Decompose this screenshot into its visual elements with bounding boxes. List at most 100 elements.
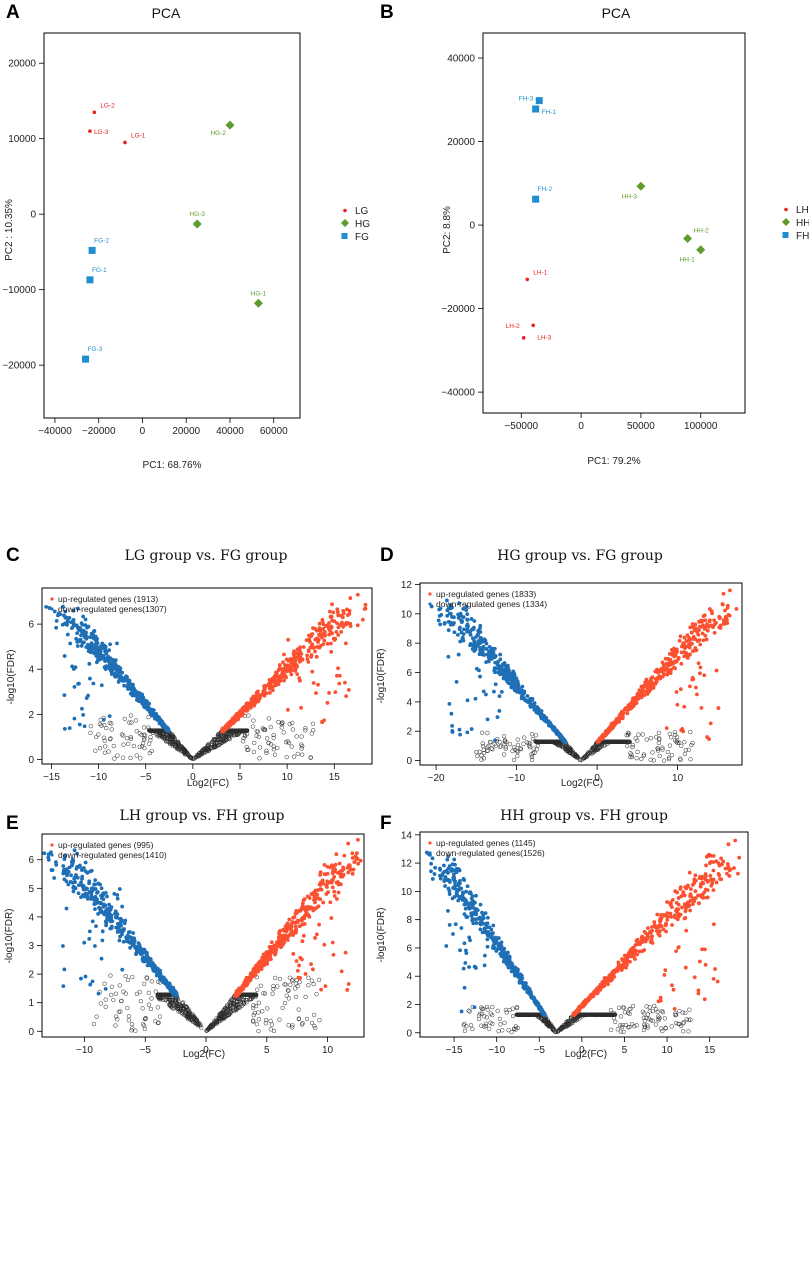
point-lg-2 — [92, 110, 97, 115]
gene-point-up — [308, 645, 313, 650]
gene-point-ns — [273, 975, 278, 981]
gene-point-ns — [635, 749, 640, 755]
gene-point-ns — [126, 1018, 131, 1023]
gene-point-down — [54, 618, 59, 623]
gene-point-down — [492, 689, 496, 694]
gene-point-down — [79, 976, 83, 981]
gene-point-down — [65, 618, 70, 623]
gene-point-up — [300, 901, 305, 906]
x-tick-label: 50000 — [627, 421, 655, 432]
legend-marker — [50, 843, 54, 847]
gene-point-down — [520, 693, 525, 697]
gene-point-up — [637, 688, 642, 693]
gene-point-down — [94, 654, 99, 658]
gene-point-up — [313, 889, 318, 893]
x-axis-label: Log2(FC) — [187, 778, 229, 789]
legend-item-down: down-regulated genes (1334) — [428, 599, 547, 609]
gene-point-ns — [111, 997, 116, 1003]
gene-point-down — [52, 876, 57, 880]
gene-point-up — [325, 700, 330, 705]
gene-point-ns — [219, 737, 225, 742]
legend-diamond-marker — [782, 218, 790, 226]
gene-point-ns — [96, 732, 101, 737]
gene-point-up — [337, 861, 342, 866]
y-tick-label: 6 — [28, 855, 34, 866]
gene-point-down — [82, 940, 87, 945]
gene-point-down — [497, 709, 502, 713]
volcano-points — [429, 588, 739, 763]
gene-point-down — [471, 627, 476, 632]
gene-point-up — [691, 677, 696, 682]
gene-point-up — [682, 654, 687, 659]
gene-point-down — [70, 863, 74, 868]
gene-point-ns — [102, 981, 107, 986]
gene-point-down — [162, 979, 166, 984]
gene-point-up — [663, 656, 668, 661]
plot-frame — [43, 32, 301, 419]
point-fg-2 — [88, 246, 96, 254]
gene-point-down — [493, 738, 497, 743]
y-tick-label: 8 — [406, 639, 412, 650]
y-tick-label: 4 — [28, 912, 34, 923]
gene-point-up — [603, 731, 608, 736]
gene-point-up — [291, 651, 296, 656]
y-tick-label: 0 — [469, 221, 475, 232]
gene-point-up — [674, 690, 679, 694]
gene-point-up — [293, 668, 297, 673]
panel-label-f: F — [380, 813, 392, 834]
gene-point-down — [505, 668, 510, 673]
gene-point-down — [73, 665, 78, 670]
gene-point-down — [480, 650, 485, 655]
gene-point-ns — [246, 713, 251, 718]
gene-point-ns — [260, 1009, 265, 1014]
gene-point-down — [557, 732, 562, 737]
gene-point-up — [690, 622, 695, 626]
gene-point-up — [268, 690, 272, 695]
gene-point-down — [144, 956, 149, 961]
y-tick-label: 2 — [406, 1000, 412, 1011]
panel-label-b: B — [380, 2, 394, 23]
gene-point-up — [326, 890, 331, 895]
gene-point-up — [338, 623, 342, 627]
x-axis-label: Log2(FC) — [561, 778, 603, 789]
gene-point-ns — [141, 732, 147, 737]
gene-point-up — [625, 711, 630, 716]
gene-point-up — [335, 673, 339, 678]
gene-point-ns — [109, 984, 115, 989]
gene-point-down — [101, 717, 106, 722]
gene-point-ns — [94, 1014, 99, 1019]
gene-point-up — [314, 654, 319, 659]
gene-point-up — [687, 635, 691, 640]
gene-point-up — [678, 634, 683, 639]
gene-point-ns — [155, 1005, 161, 1010]
gene-point-up — [309, 962, 313, 967]
gene-point-up — [311, 646, 316, 650]
chart-e: LH group vs. FH group−10 −5 0 5 100123456Log… — [4, 808, 365, 1060]
legend-label: down-regulated genes(1410) — [58, 850, 167, 860]
gene-point-up — [294, 959, 299, 963]
gene-point-up — [635, 696, 640, 700]
gene-point-down — [67, 726, 72, 731]
gene-point-ns — [644, 737, 649, 742]
gene-point-ns — [281, 730, 286, 735]
gene-point-up — [318, 897, 323, 902]
gene-point-down — [105, 916, 110, 921]
gene-point-up — [708, 721, 713, 726]
gene-point-up — [734, 606, 739, 611]
point-fh-1 — [532, 105, 540, 113]
gene-point-down — [61, 984, 66, 989]
gene-point-down — [118, 666, 123, 671]
gene-point-down — [117, 670, 122, 674]
x-tick-label: 10 — [662, 1045, 674, 1056]
gene-point-up — [634, 700, 639, 705]
gene-point-ns — [624, 744, 630, 749]
legend-label: down-regulated genes (1334) — [436, 599, 547, 609]
y-tick-label: 10 — [401, 609, 413, 620]
gene-point-ns — [311, 1012, 317, 1018]
gene-point-down — [474, 666, 479, 671]
gene-point-down — [76, 891, 81, 896]
gene-point-down — [484, 692, 488, 697]
gene-point-up — [595, 739, 600, 743]
x-tick-label: 10 — [282, 772, 294, 783]
gene-point-down — [165, 727, 170, 732]
